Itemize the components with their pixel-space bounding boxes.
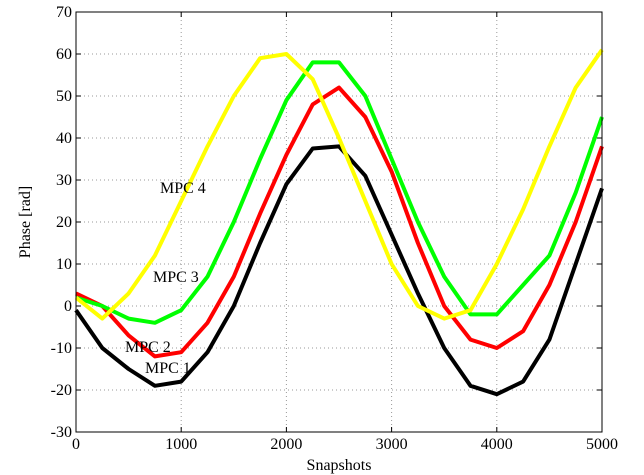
series-label: MPC 4: [160, 180, 206, 197]
y-tick-label: 50: [56, 88, 72, 105]
x-tick-label: 0: [72, 436, 80, 453]
y-axis-label: Phase [rad]: [17, 186, 34, 258]
series-label: MPC 3: [153, 269, 199, 286]
y-tick-label: 40: [56, 130, 72, 147]
y-tick-label: 20: [56, 214, 72, 231]
x-tick-label: 4000: [481, 436, 513, 453]
series-line: [74, 144, 604, 397]
x-tick-label: 1000: [165, 436, 197, 453]
plot-frame: [75, 11, 603, 433]
x-tick-label: 2000: [270, 436, 302, 453]
series-label: MPC 1: [145, 360, 191, 377]
y-tick-label: -10: [51, 340, 72, 357]
series-label: MPC 2: [125, 339, 171, 356]
y-tick-label: 30: [56, 172, 72, 189]
series-line: [75, 85, 604, 359]
y-tick-label: -30: [51, 424, 72, 441]
y-tick-label: 70: [56, 4, 72, 21]
x-tick-label: 3000: [376, 436, 408, 453]
series-line: [75, 60, 604, 325]
y-tick-label: 60: [56, 46, 72, 63]
y-tick-label: 0: [64, 298, 72, 315]
y-tick-label: 10: [56, 256, 72, 273]
x-tick-label: 5000: [586, 436, 618, 453]
y-tick-label: -20: [51, 382, 72, 399]
plot-border: [75, 11, 603, 433]
series-line: [74, 48, 604, 321]
x-axis-label: Snapshots: [307, 457, 372, 474]
